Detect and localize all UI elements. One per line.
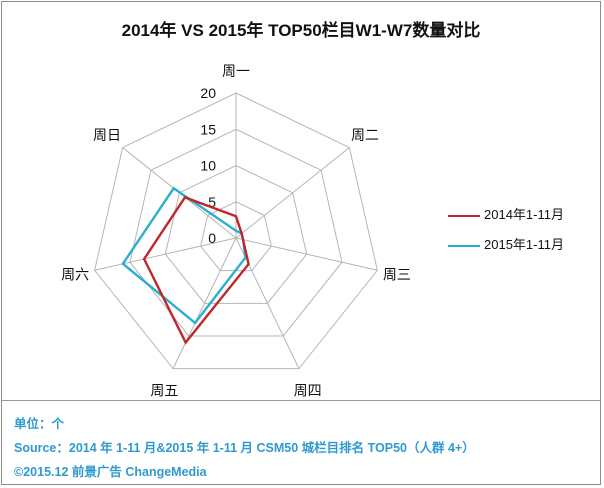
legend-label-2014: 2014年1-11月 bbox=[484, 207, 564, 222]
grid-ring-15 bbox=[129, 128, 343, 337]
legend-swatch-2015 bbox=[448, 244, 480, 247]
spoke-6 bbox=[94, 237, 237, 271]
axis-label-2: 周二 bbox=[351, 127, 379, 143]
legend-item-2015: 2015年1-11月 bbox=[448, 234, 564, 252]
chart-area: 2014年 VS 2015年 TOP50栏目W1-W7数量对比 0 5 10 15 20… bbox=[2, 2, 600, 401]
grid-ring-10 bbox=[164, 164, 308, 304]
chart-title: 2014年 VS 2015年 TOP50栏目W1-W7数量对比 bbox=[121, 21, 481, 40]
axis-label-1: 周一 bbox=[222, 63, 250, 79]
scale-tick-0: 0 bbox=[208, 230, 216, 246]
axis-label-5: 周五 bbox=[150, 383, 178, 399]
spoke-5 bbox=[172, 237, 237, 369]
series-line-2014 bbox=[142, 195, 250, 345]
axis-label-4: 周四 bbox=[294, 383, 322, 399]
legend-item-2014: 2014年1-11月 bbox=[448, 204, 564, 222]
scale-tick-20: 20 bbox=[200, 85, 216, 101]
scale-tick-15: 15 bbox=[200, 121, 216, 137]
source-note: Source：2014 年 1-11 月&2015 年 1-11 月 CSM50… bbox=[14, 441, 475, 455]
scale-tick-10: 10 bbox=[200, 158, 216, 174]
copyright-note: ©2015.12 前景广告 ChangeMedia bbox=[14, 465, 207, 479]
unit-note: 单位：个 bbox=[14, 417, 65, 431]
spoke-3 bbox=[235, 237, 378, 271]
notes-block: 单位：个 Source：2014 年 1-11 月&2015 年 1-11 月 … bbox=[14, 412, 475, 484]
axis-label-3: 周三 bbox=[383, 267, 411, 283]
legend-swatch-2014 bbox=[448, 214, 480, 217]
axis-label-6: 周六 bbox=[61, 267, 89, 283]
grid-ring-20 bbox=[94, 92, 378, 370]
legend-label-2015: 2015年1-11月 bbox=[484, 237, 564, 252]
spoke-2 bbox=[235, 147, 350, 239]
scale-tick-5: 5 bbox=[208, 194, 216, 210]
axis-label-7: 周日 bbox=[93, 127, 121, 143]
